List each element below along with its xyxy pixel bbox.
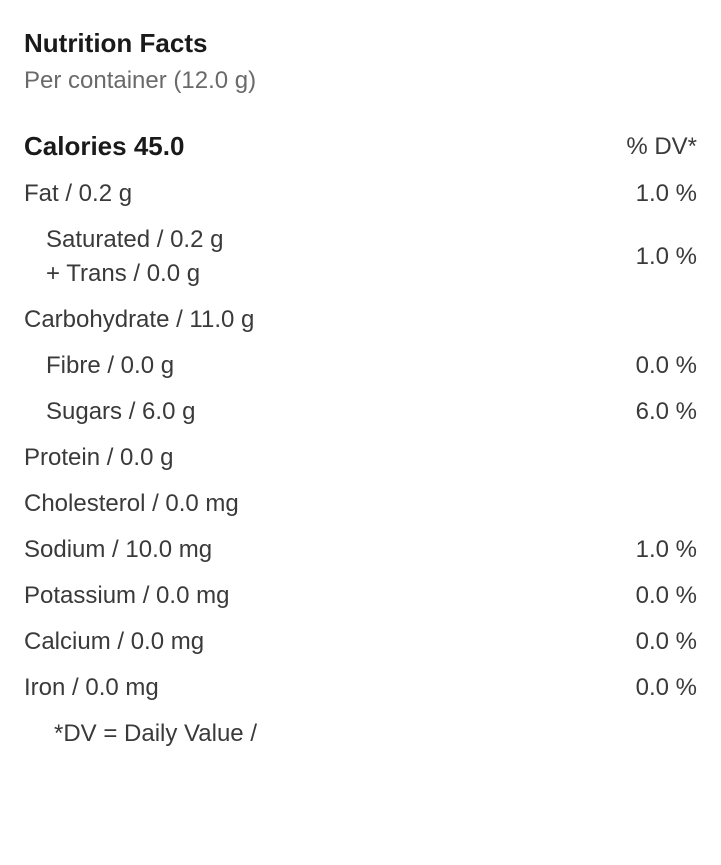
nutrient-dv: 1.0 % bbox=[636, 243, 697, 271]
nutrient-label: Cholesterol / 0.0 mg bbox=[24, 490, 239, 518]
nutrient-label-trans: + Trans / 0.0 g bbox=[46, 260, 223, 288]
calories-line: Calories 45.0 bbox=[24, 131, 184, 162]
nutrient-dv: 0.0 % bbox=[636, 628, 697, 656]
nutrient-row-protein: Protein / 0.0 g bbox=[24, 444, 697, 472]
nutrient-dv: 0.0 % bbox=[636, 582, 697, 610]
nutrient-row-cholesterol: Cholesterol / 0.0 mg bbox=[24, 490, 697, 518]
nutrient-dv: 1.0 % bbox=[636, 536, 697, 564]
nutrient-row-fat: Fat / 0.2 g 1.0 % bbox=[24, 180, 697, 208]
nutrient-label: Iron / 0.0 mg bbox=[24, 674, 159, 702]
nutrient-row-calcium: Calcium / 0.0 mg 0.0 % bbox=[24, 628, 697, 656]
serving-size: Per container (12.0 g) bbox=[24, 67, 697, 95]
nutrient-row-iron: Iron / 0.0 mg 0.0 % bbox=[24, 674, 697, 702]
nutrient-dv: 6.0 % bbox=[636, 398, 697, 426]
dv-footnote: *DV = Daily Value / bbox=[24, 720, 697, 748]
nutrient-row-sugars: Sugars / 6.0 g 6.0 % bbox=[24, 398, 697, 426]
nutrient-label: Sugars / 6.0 g bbox=[24, 398, 195, 426]
nutrient-row-carbohydrate: Carbohydrate / 11.0 g bbox=[24, 306, 697, 334]
nutrient-label: Carbohydrate / 11.0 g bbox=[24, 306, 254, 334]
nutrient-row-potassium: Potassium / 0.0 mg 0.0 % bbox=[24, 582, 697, 610]
nutrient-label: Calcium / 0.0 mg bbox=[24, 628, 204, 656]
nutrient-label: Protein / 0.0 g bbox=[24, 444, 173, 472]
nutrient-dv: 0.0 % bbox=[636, 352, 697, 380]
nutrient-row-fibre: Fibre / 0.0 g 0.0 % bbox=[24, 352, 697, 380]
nutrient-label: Fat / 0.2 g bbox=[24, 180, 132, 208]
nutrient-label: Fibre / 0.0 g bbox=[24, 352, 174, 380]
nutrient-row-sodium: Sodium / 10.0 mg 1.0 % bbox=[24, 536, 697, 564]
dv-header: % DV* bbox=[626, 133, 697, 161]
nutrient-label: Sodium / 10.0 mg bbox=[24, 536, 212, 564]
nutrient-dv: 1.0 % bbox=[636, 180, 697, 208]
nutrition-title: Nutrition Facts bbox=[24, 28, 697, 59]
nutrient-label: Potassium / 0.0 mg bbox=[24, 582, 229, 610]
nutrient-label-saturated: Saturated / 0.2 g bbox=[46, 226, 223, 254]
nutrient-row-saturated-trans: Saturated / 0.2 g + Trans / 0.0 g 1.0 % bbox=[24, 226, 697, 288]
nutrient-dv: 0.0 % bbox=[636, 674, 697, 702]
